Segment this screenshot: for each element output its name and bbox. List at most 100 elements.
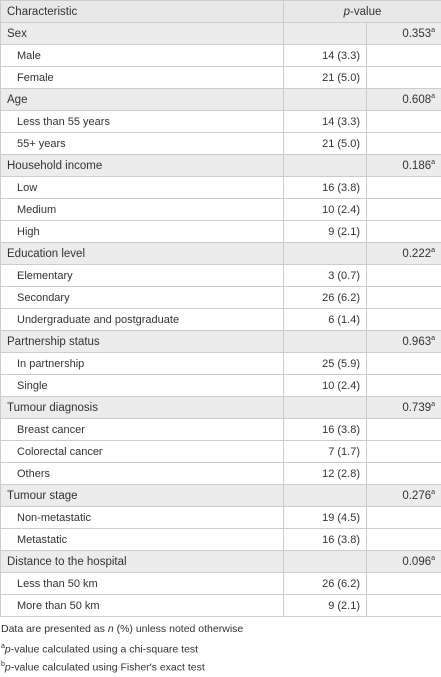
item-label: Colorectal cancer xyxy=(17,446,103,458)
item-label: High xyxy=(17,226,40,238)
item-count: 16 (3.8) xyxy=(322,534,360,546)
item-label: In partnership xyxy=(17,358,84,370)
item-label: Medium xyxy=(17,204,56,216)
item-label: Non-metastatic xyxy=(17,512,91,524)
item-row: More than 50 km 9 (2.1) xyxy=(1,595,441,617)
cell: Sex xyxy=(1,23,284,45)
cell: Elementary xyxy=(1,265,284,287)
cell: Others xyxy=(1,463,284,485)
p-value-superscript: a xyxy=(431,555,435,562)
cell: Male xyxy=(1,45,284,67)
footnote: Data are presented as n (%) unless noted… xyxy=(1,620,441,638)
cell xyxy=(367,463,441,485)
item-row: 55+ years 21 (5.0) xyxy=(1,133,441,155)
cell: Non-metastatic xyxy=(1,507,284,529)
footnote-text: -value calculated using a chi-square tes… xyxy=(11,644,198,656)
cell xyxy=(284,485,367,507)
cell xyxy=(367,419,441,441)
cell: Secondary xyxy=(1,287,284,309)
item-count: 9 (2.1) xyxy=(328,226,360,238)
cell: Tumour diagnosis xyxy=(1,397,284,419)
cell: 9 (2.1) xyxy=(284,595,367,617)
cell: 0.276a xyxy=(367,485,441,507)
item-row: Single 10 (2.4) xyxy=(1,375,441,397)
cell: Less than 50 km xyxy=(1,573,284,595)
p-value: 0.276 xyxy=(402,490,431,502)
cell: 0.608a xyxy=(367,89,441,111)
item-count: 10 (2.4) xyxy=(322,204,360,216)
item-row: Metastatic 16 (3.8) xyxy=(1,529,441,551)
cell xyxy=(284,23,367,45)
cell: Colorectal cancer xyxy=(1,441,284,463)
cell xyxy=(367,353,441,375)
cell: 26 (6.2) xyxy=(284,287,367,309)
cell: 55+ years xyxy=(1,133,284,155)
cell xyxy=(367,133,441,155)
cell: 6 (1.4) xyxy=(284,309,367,331)
item-count: 12 (2.8) xyxy=(322,468,360,480)
p-value: 0.096 xyxy=(402,556,431,568)
item-label: Less than 55 years xyxy=(17,116,110,128)
cell: Partnership status xyxy=(1,331,284,353)
p-value-superscript: a xyxy=(431,27,435,34)
cell: 25 (5.9) xyxy=(284,353,367,375)
cell: 14 (3.3) xyxy=(284,111,367,133)
cell: Education level xyxy=(1,243,284,265)
item-row: Medium 10 (2.4) xyxy=(1,199,441,221)
cell xyxy=(367,529,441,551)
p-value: 0.222 xyxy=(402,248,431,260)
item-label: More than 50 km xyxy=(17,600,100,612)
cell: 10 (2.4) xyxy=(284,199,367,221)
item-count: 25 (5.9) xyxy=(322,358,360,370)
item-count: 16 (3.8) xyxy=(322,182,360,194)
cell: 16 (3.8) xyxy=(284,419,367,441)
cell: Female xyxy=(1,67,284,89)
footnote-text: -value calculated using Fisher's exact t… xyxy=(11,662,205,674)
p-value: 0.963 xyxy=(402,336,431,348)
p-value-superscript: a xyxy=(431,335,435,342)
group-label: Tumour stage xyxy=(7,490,78,502)
p-value-superscript: a xyxy=(431,401,435,408)
cell xyxy=(367,573,441,595)
cell: High xyxy=(1,221,284,243)
footnote-text: (%) unless noted otherwise xyxy=(114,623,244,635)
cell: Tumour stage xyxy=(1,485,284,507)
cell: Breast cancer xyxy=(1,419,284,441)
cell xyxy=(284,89,367,111)
cell: 0.096a xyxy=(367,551,441,573)
cell: 0.963a xyxy=(367,331,441,353)
item-row: Male 14 (3.3) xyxy=(1,45,441,67)
item-label: Others xyxy=(17,468,50,480)
cell: Undergraduate and postgraduate xyxy=(1,309,284,331)
cell xyxy=(367,221,441,243)
cell: Metastatic xyxy=(1,529,284,551)
item-count: 19 (4.5) xyxy=(322,512,360,524)
group-label: Sex xyxy=(7,28,27,40)
item-label: Metastatic xyxy=(17,534,67,546)
item-count: 21 (5.0) xyxy=(322,138,360,150)
p-value: 0.353 xyxy=(402,28,431,40)
item-count: 21 (5.0) xyxy=(322,72,360,84)
group-row: Tumour diagnosis 0.739a xyxy=(1,397,441,419)
cell: 7 (1.7) xyxy=(284,441,367,463)
p-value-superscript: a xyxy=(431,489,435,496)
cell: 0.353a xyxy=(367,23,441,45)
item-count: 7 (1.7) xyxy=(328,446,360,458)
item-label: Single xyxy=(17,380,48,392)
item-label: Female xyxy=(17,72,54,84)
cell: 21 (5.0) xyxy=(284,67,367,89)
item-count: 9 (2.1) xyxy=(328,600,360,612)
p-value: 0.739 xyxy=(402,402,431,414)
cell xyxy=(284,331,367,353)
item-label: Undergraduate and postgraduate xyxy=(17,314,179,326)
item-count: 14 (3.3) xyxy=(322,50,360,62)
cell xyxy=(367,199,441,221)
group-label: Household income xyxy=(7,160,102,172)
cell: Medium xyxy=(1,199,284,221)
cell: 10 (2.4) xyxy=(284,375,367,397)
header-row: Characteristic p-value xyxy=(1,1,441,23)
